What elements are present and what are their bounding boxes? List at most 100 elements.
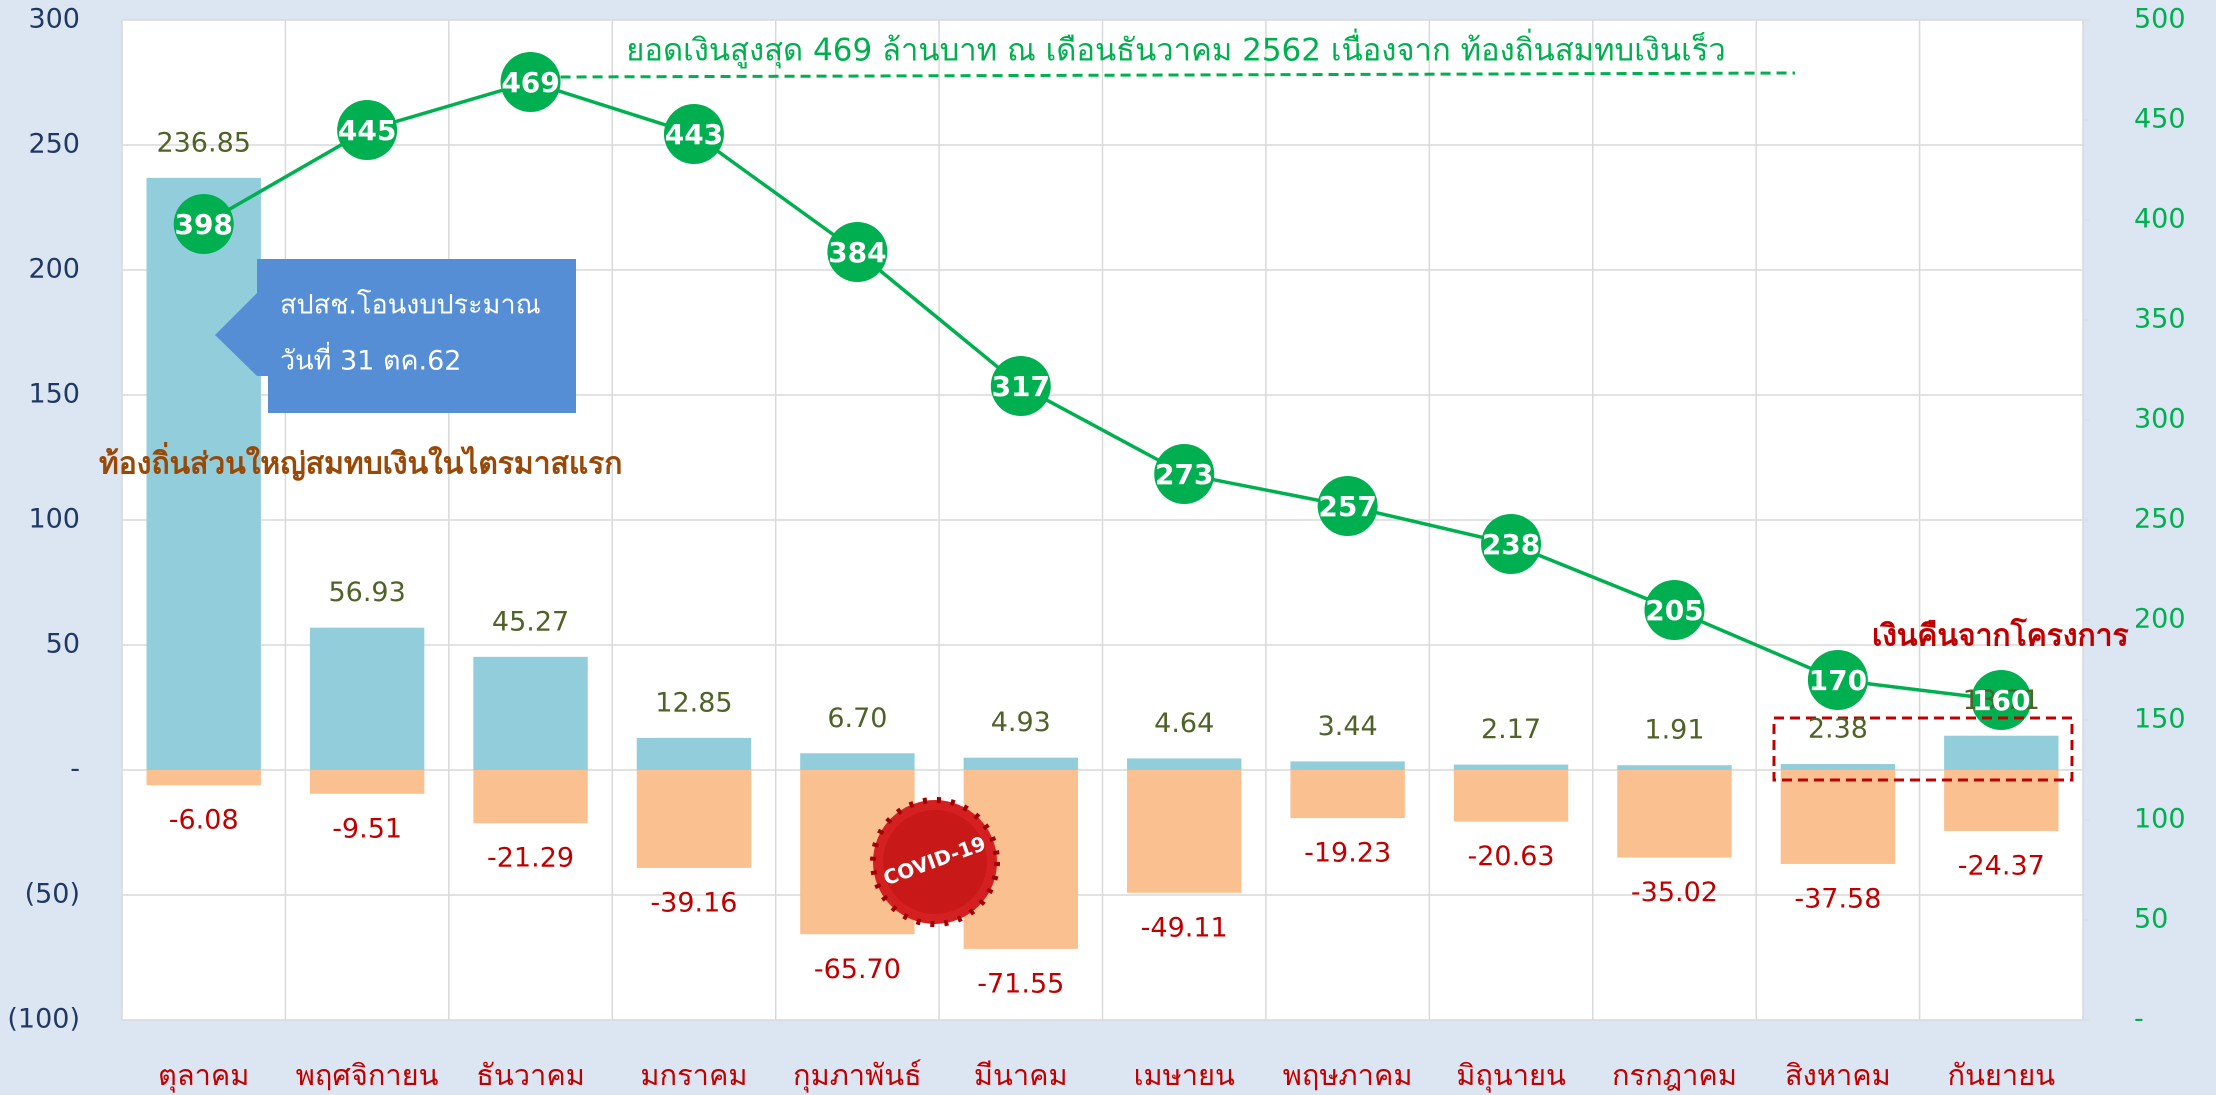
x-tick-label: กรกฎาคม: [1612, 1058, 1737, 1092]
value-label: -37.58: [1794, 883, 1881, 914]
bar: [1127, 770, 1242, 893]
callout-arrow: [215, 259, 576, 413]
point-label: 257: [1318, 490, 1376, 523]
bar: [1617, 765, 1732, 770]
value-label: 6.70: [827, 703, 887, 734]
value-label: 12.85: [655, 687, 732, 718]
value-label: 45.27: [492, 606, 569, 637]
bar: [1780, 770, 1896, 864]
value-label: -20.63: [1468, 841, 1555, 872]
value-label: 1.91: [1644, 715, 1704, 746]
value-label: -71.55: [977, 968, 1064, 999]
value-label: 56.93: [328, 577, 405, 608]
bar: [1290, 761, 1405, 770]
covid-icon: COVID-19: [870, 797, 1000, 927]
y2-tick-label: 300: [2134, 404, 2186, 435]
value-label: -6.08: [169, 805, 239, 836]
bar: [636, 770, 752, 868]
x-tick-label: กันยายน: [1948, 1058, 2056, 1092]
bar: [473, 770, 588, 824]
x-tick-label: มีนาคม: [974, 1058, 1068, 1092]
value-label: -65.70: [814, 954, 901, 985]
y-tick-label: 250: [28, 129, 80, 160]
value-label: 4.93: [991, 707, 1051, 738]
bar: [963, 757, 1078, 770]
bar: [636, 737, 752, 770]
bar: [1617, 770, 1732, 858]
point-label: 398: [174, 208, 232, 241]
y-tick-label: -: [70, 754, 80, 785]
y-tick-label: (50): [25, 879, 80, 910]
bar: [309, 770, 425, 794]
x-tick-label: ตุลาคม: [158, 1058, 249, 1093]
line-point: [1481, 514, 1542, 574]
y-tick-label: (100): [7, 1004, 80, 1035]
callout-line2: วันที่ 31 ตค.62: [280, 342, 461, 377]
x-tick-label: ธันวาคม: [476, 1058, 585, 1092]
peak-leader: [560, 71, 1796, 79]
bar: [146, 177, 261, 770]
value-label: 13.71: [1963, 685, 2040, 716]
y2-tick-label: 500: [2134, 4, 2186, 35]
refund-box: [1772, 716, 2074, 782]
y2-tick-label: 250: [2134, 504, 2186, 535]
value-label: -24.37: [1958, 850, 2045, 881]
y-tick-label: 150: [28, 379, 80, 410]
callout-line1: สปสช.โอนงบประมาณ: [280, 290, 541, 321]
value-label: -9.51: [332, 813, 402, 844]
point-label: 443: [665, 118, 723, 151]
y2-tick-label: 150: [2134, 704, 2186, 735]
line-point: [500, 52, 561, 112]
point-label: 170: [1809, 664, 1867, 697]
x-tick-label: พฤษภาคม: [1283, 1058, 1413, 1092]
bar: [1780, 764, 1896, 770]
bar: [1453, 770, 1569, 822]
y-tick-label: 50: [46, 629, 80, 660]
value-label: -19.23: [1304, 838, 1391, 869]
first-quarter-note: ท้องถิ่นส่วนใหญ่สมทบเงินในไตรมาสแรก: [99, 442, 622, 482]
line-point: [337, 100, 398, 160]
x-tick-label: มิถุนายน: [1456, 1058, 1566, 1093]
y2-tick-label: 100: [2134, 804, 2186, 835]
line-point: [1154, 444, 1215, 504]
y-tick-label: 200: [28, 254, 80, 285]
y-tick-label: 300: [28, 4, 80, 35]
value-label: -21.29: [487, 843, 574, 874]
covid-core: [883, 810, 987, 914]
y2-tick-label: 350: [2134, 304, 2186, 335]
value-label: 236.85: [156, 127, 250, 158]
point-label: 317: [992, 370, 1050, 403]
line-point: [1644, 580, 1705, 640]
value-label: 4.64: [1154, 708, 1214, 739]
x-tick-label: พฤศจิกายน: [296, 1058, 439, 1092]
x-tick-label: สิงหาคม: [1785, 1058, 1891, 1092]
peak-note: ยอดเงินสูงสุด 469 ล้านบาท ณ เดือนธันวาคม…: [626, 29, 1726, 70]
line-point: [827, 222, 888, 282]
point-label: 160: [1972, 684, 2030, 717]
value-label: 2.17: [1481, 714, 1541, 745]
y-tick-label: 100: [28, 504, 80, 535]
line-point: [1971, 670, 2032, 730]
bar: [309, 627, 425, 770]
marks: [146, 52, 2059, 949]
point-label: 445: [338, 114, 396, 147]
point-label: 469: [501, 66, 559, 99]
line-point: [1317, 476, 1378, 536]
line-point: [663, 104, 724, 164]
y2-tick-label: -: [2134, 1004, 2144, 1035]
x-tick-label: กุมภาพันธ์: [793, 1058, 922, 1093]
bar: [473, 656, 588, 770]
bar: [1944, 735, 2059, 770]
point-label: 205: [1645, 594, 1703, 627]
bar: [1290, 770, 1405, 819]
value-label: -35.02: [1631, 877, 1718, 908]
bar: [1453, 764, 1569, 770]
bar: [800, 753, 915, 770]
line-point: [173, 194, 234, 254]
value-label: -39.16: [650, 887, 737, 918]
point-label: 273: [1155, 458, 1213, 491]
y2-tick-label: 450: [2134, 104, 2186, 135]
y2-tick-label: 400: [2134, 204, 2186, 235]
